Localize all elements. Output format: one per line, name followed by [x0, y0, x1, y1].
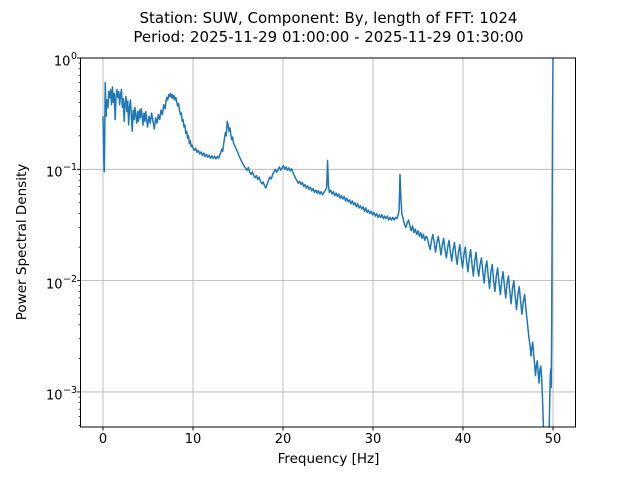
- x-tick-label: 20: [274, 432, 292, 447]
- y-tick-label: 10−2: [45, 273, 77, 292]
- plot-border: [80, 57, 576, 428]
- x-tick-label: 30: [364, 432, 382, 447]
- y-tick-label: 100: [53, 51, 77, 70]
- x-tick-label: 40: [454, 432, 472, 447]
- x-tick-label: 0: [98, 432, 108, 447]
- y-tick-label: 10−1: [45, 162, 77, 181]
- y-axis-label: Power Spectral Density: [14, 163, 30, 321]
- chart-title-line1: Station: SUW, Component: By, length of F…: [139, 9, 518, 27]
- x-tick-label: 50: [544, 432, 562, 447]
- x-tick-label: 10: [184, 432, 202, 447]
- chart-title: Station: SUW, Component: By, length of F…: [81, 9, 576, 47]
- y-tick-label: 10−3: [45, 384, 77, 404]
- psd-line: [102, 58, 554, 427]
- chart-title-line2: Period: 2025-11-29 01:00:00 - 2025-11-29…: [133, 28, 524, 46]
- x-axis-label: Frequency [Hz]: [277, 451, 380, 467]
